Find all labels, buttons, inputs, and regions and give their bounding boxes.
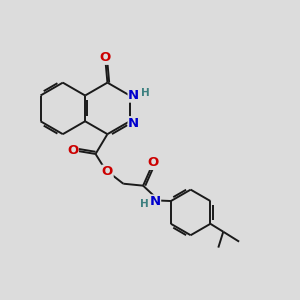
- Text: N: N: [149, 195, 161, 208]
- Text: H: H: [140, 200, 148, 209]
- Text: O: O: [100, 51, 111, 64]
- Text: O: O: [102, 165, 113, 178]
- Text: O: O: [67, 143, 78, 157]
- Text: H: H: [141, 88, 150, 98]
- Text: N: N: [128, 117, 139, 130]
- Text: O: O: [147, 156, 159, 170]
- Text: N: N: [128, 89, 139, 102]
